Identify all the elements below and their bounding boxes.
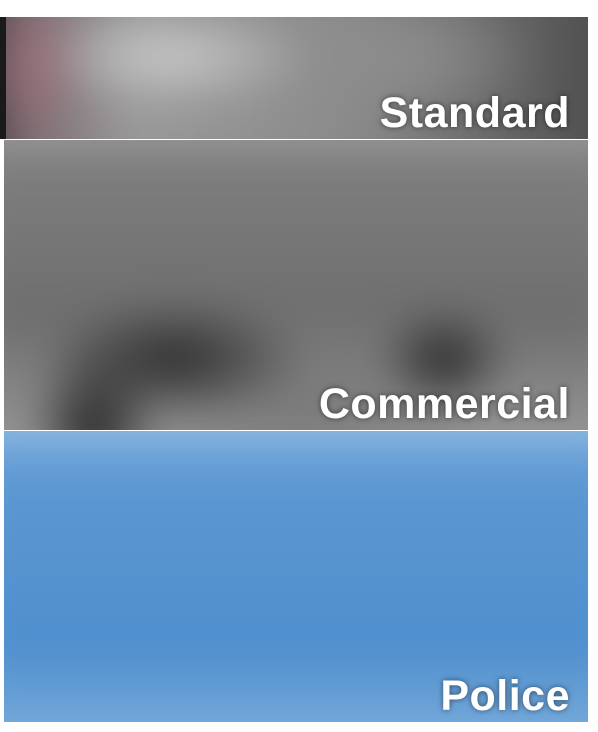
commercial-vehicle-image (4, 140, 588, 430)
police-option-label: Police (440, 672, 570, 720)
standard-option-label: Standard (379, 89, 570, 137)
commercial-option-tile[interactable]: Commercial (4, 140, 588, 430)
commercial-option-label: Commercial (318, 380, 570, 428)
police-vehicle-image (4, 431, 588, 722)
standard-option-tile[interactable]: Standard (0, 17, 588, 139)
police-option-tile[interactable]: Police (4, 431, 588, 722)
panel-edge (0, 17, 6, 139)
standard-vehicle-image (0, 17, 588, 139)
